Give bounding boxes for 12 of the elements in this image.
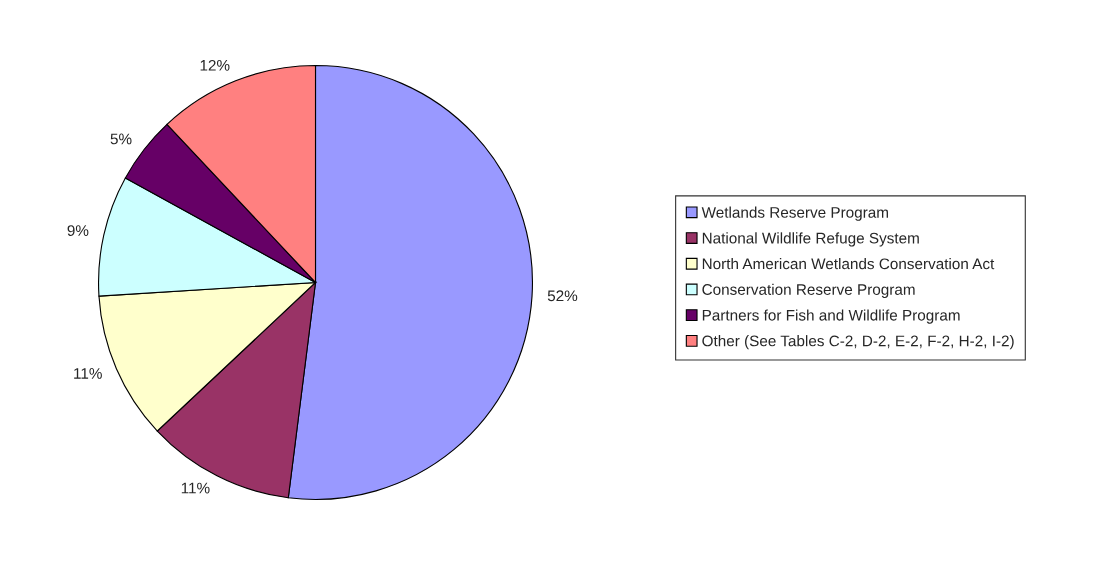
- legend-label: Wetlands Reserve Program: [701, 206, 888, 221]
- legend-label: Other (See Tables C-2, D-2, E-2, F-2, H-2, I-2): [702, 335, 1014, 350]
- legend-label: Conservation Reserve Program: [702, 283, 915, 298]
- legend-label: Partners for Fish and Wildlife Program: [702, 309, 960, 324]
- data-label: 52%: [547, 290, 578, 302]
- data-label: 9%: [67, 225, 89, 236]
- data-label: 12%: [200, 59, 230, 71]
- legend-label: National Wildlife Refuge System: [702, 232, 919, 247]
- data-label: 11%: [74, 368, 102, 379]
- data-label: 11%: [181, 482, 210, 494]
- data-label: 5%: [110, 133, 132, 145]
- legend-label: North American Wetlands Conservation Act: [702, 258, 995, 270]
